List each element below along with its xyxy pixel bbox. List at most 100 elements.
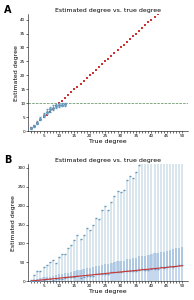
Bar <box>76 270 79 281</box>
Point <box>104 59 107 64</box>
Title: Estimated degree vs. true degree: Estimated degree vs. true degree <box>55 158 161 163</box>
Bar <box>45 277 48 281</box>
Point <box>100 62 104 67</box>
Bar <box>138 256 140 281</box>
Point <box>165 3 168 8</box>
Bar <box>113 262 116 281</box>
Bar <box>126 260 128 281</box>
Bar <box>64 273 66 281</box>
Point <box>107 56 110 61</box>
Text: B: B <box>4 154 11 165</box>
Bar <box>55 275 57 281</box>
Point <box>51 106 54 111</box>
Y-axis label: Estimated degree: Estimated degree <box>11 195 16 250</box>
Point <box>91 70 94 75</box>
Point <box>131 34 134 39</box>
Point <box>79 81 82 86</box>
Bar <box>95 266 97 281</box>
Bar <box>135 258 137 281</box>
Bar <box>163 251 165 281</box>
Bar <box>101 265 103 281</box>
Point <box>119 45 122 50</box>
Point <box>30 126 33 131</box>
Point <box>162 6 165 11</box>
Point <box>122 42 125 47</box>
Point <box>168 0 171 5</box>
Bar <box>52 277 54 281</box>
Point <box>42 115 45 120</box>
Point <box>144 23 147 28</box>
X-axis label: True degree: True degree <box>89 140 127 144</box>
Point <box>153 14 156 19</box>
Bar <box>153 254 156 281</box>
Bar <box>147 255 150 281</box>
Bar <box>150 254 153 281</box>
Point <box>113 51 116 56</box>
Bar <box>141 256 143 281</box>
Point <box>138 28 141 33</box>
Bar <box>159 252 162 281</box>
Bar <box>175 248 177 281</box>
X-axis label: True degree: True degree <box>89 290 127 294</box>
Point <box>39 118 42 122</box>
Bar <box>123 261 125 281</box>
Point <box>85 76 88 81</box>
Bar <box>33 280 36 281</box>
Bar <box>120 261 122 281</box>
Bar <box>110 263 113 281</box>
Point <box>88 73 91 78</box>
Point <box>64 95 67 100</box>
Bar <box>181 247 184 281</box>
Point <box>141 26 144 30</box>
Text: A: A <box>4 4 12 15</box>
Point <box>82 79 85 83</box>
Point <box>171 0 175 2</box>
Bar <box>132 258 134 281</box>
Bar <box>36 279 39 281</box>
Point <box>57 101 61 106</box>
Point <box>110 53 113 58</box>
Bar <box>82 269 85 281</box>
Bar <box>86 268 88 281</box>
Bar <box>48 277 51 281</box>
Bar <box>169 250 171 281</box>
Bar <box>92 267 94 281</box>
Bar <box>104 264 106 281</box>
Y-axis label: Estimated degree: Estimated degree <box>14 45 19 100</box>
Point <box>97 64 100 69</box>
Bar <box>144 256 146 281</box>
Bar <box>67 273 69 281</box>
Bar <box>42 277 45 281</box>
Bar <box>156 253 159 281</box>
Bar <box>116 261 119 281</box>
Bar <box>178 248 180 281</box>
Point <box>128 37 131 41</box>
Bar <box>107 264 109 281</box>
Point <box>45 112 48 117</box>
Point <box>67 93 70 98</box>
Title: Estimated degree vs. true degree: Estimated degree vs. true degree <box>55 8 161 13</box>
Bar <box>58 274 60 281</box>
Point <box>147 20 150 25</box>
Bar <box>73 272 75 281</box>
Bar <box>39 278 42 281</box>
Bar <box>166 251 168 281</box>
Bar <box>79 270 82 281</box>
Point <box>76 84 79 89</box>
Point <box>134 31 138 36</box>
Point <box>94 68 98 72</box>
Point <box>159 9 162 14</box>
Point <box>156 12 159 16</box>
Bar <box>61 274 63 281</box>
Bar <box>70 272 72 281</box>
Bar <box>98 266 100 281</box>
Point <box>54 104 57 109</box>
Point <box>48 109 51 114</box>
Point <box>36 121 39 125</box>
Bar <box>172 249 174 281</box>
Point <box>70 90 73 94</box>
Point <box>33 123 36 128</box>
Bar <box>89 268 91 281</box>
Bar <box>129 259 131 281</box>
Point <box>73 87 76 92</box>
